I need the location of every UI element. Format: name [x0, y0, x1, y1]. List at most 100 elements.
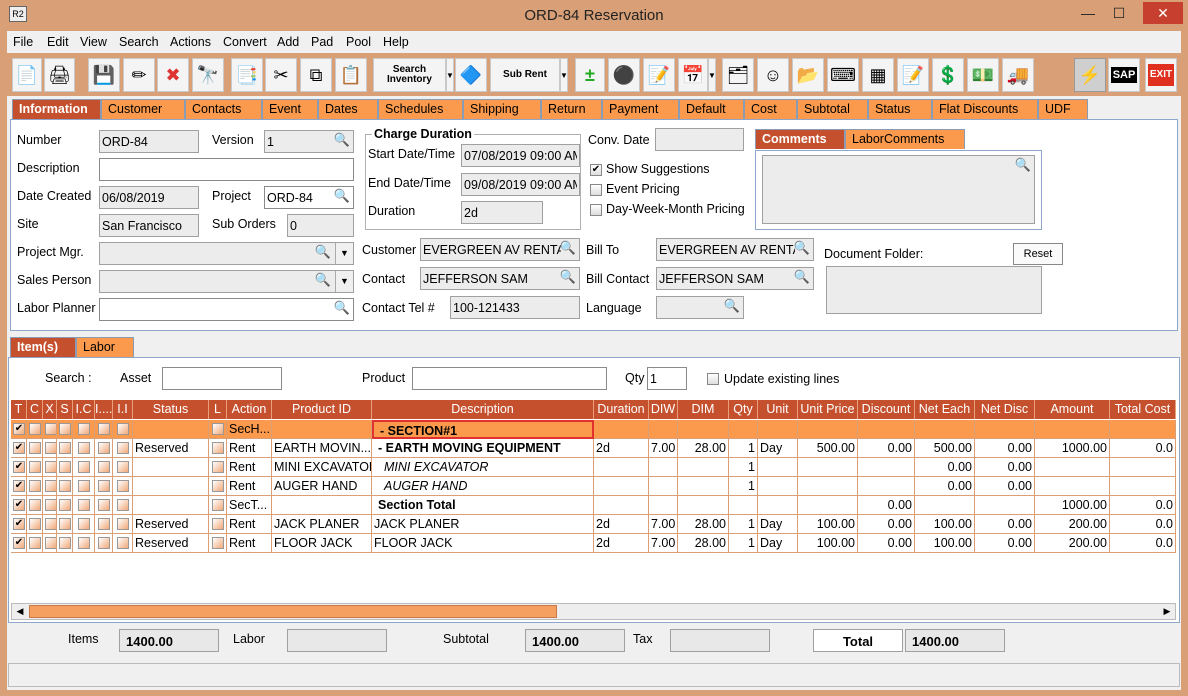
column-header-duration[interactable]: Duration: [594, 400, 649, 419]
money-arrows-button[interactable]: 💲: [932, 58, 964, 92]
tab-labor[interactable]: Labor: [76, 337, 134, 357]
search-inventory-dropdown-button[interactable]: ▼: [446, 58, 454, 92]
menu-help[interactable]: Help: [383, 35, 409, 49]
checkbox[interactable]: [116, 536, 129, 549]
cell-flag[interactable]: [113, 420, 133, 439]
tab-cost[interactable]: Cost: [744, 99, 797, 119]
chevron-down-icon[interactable]: ▼: [335, 271, 353, 292]
cell-flag[interactable]: ✔: [11, 420, 27, 439]
cell-flag[interactable]: [209, 477, 227, 496]
horizontal-scrollbar[interactable]: ◀ ▶: [11, 603, 1176, 620]
cell-flag[interactable]: [95, 515, 113, 534]
column-header-ii[interactable]: I.I: [113, 400, 133, 419]
paste-button[interactable]: 📋: [335, 58, 367, 92]
cell-flag[interactable]: [43, 496, 57, 515]
search-icon[interactable]: 🔍: [559, 269, 576, 284]
checkbox[interactable]: [116, 517, 129, 530]
cell-flag[interactable]: [209, 534, 227, 553]
cell-flag[interactable]: [113, 477, 133, 496]
folder-clock-button[interactable]: 📂: [792, 58, 824, 92]
copy-document-button[interactable]: 📑: [231, 58, 263, 92]
checkbox[interactable]: [29, 498, 41, 511]
table-row[interactable]: ✔ Rent MINI EXCAVATOR MINI EXCAVATOR 1 0.00 0.…: [11, 458, 1176, 477]
checkbox[interactable]: [29, 422, 41, 435]
tab-customer[interactable]: Customer: [101, 99, 185, 119]
menu-search[interactable]: Search: [119, 35, 159, 49]
checkbox-checked[interactable]: ✔: [13, 517, 25, 530]
cell-flag[interactable]: [27, 515, 43, 534]
tab-event[interactable]: Event: [262, 99, 318, 119]
cell-flag[interactable]: [27, 496, 43, 515]
checkbox[interactable]: [59, 441, 71, 454]
checkbox[interactable]: [45, 479, 56, 492]
checkbox[interactable]: [211, 479, 224, 492]
column-header-productid[interactable]: Product ID: [272, 400, 372, 419]
cell-flag[interactable]: [43, 515, 57, 534]
column-header-i[interactable]: I....: [95, 400, 113, 419]
checkbox[interactable]: [116, 479, 129, 492]
tab-information[interactable]: Information: [12, 99, 101, 119]
search-icon[interactable]: 🔍: [1014, 157, 1031, 172]
cell-flag[interactable]: [57, 515, 73, 534]
column-header-totalcost[interactable]: Total Cost: [1110, 400, 1176, 419]
checkbox[interactable]: [211, 422, 224, 435]
cell-flag[interactable]: [113, 515, 133, 534]
tab-contacts[interactable]: Contacts: [185, 99, 262, 119]
checkbox[interactable]: [29, 517, 41, 530]
bill-contact-field[interactable]: JEFFERSON SAM 🔍: [656, 267, 814, 290]
column-header-s[interactable]: S: [57, 400, 73, 419]
checkbox[interactable]: [59, 536, 71, 549]
checkbox[interactable]: [59, 498, 71, 511]
checkbox[interactable]: [77, 441, 90, 454]
reset-button[interactable]: Reset: [1013, 243, 1063, 265]
show-suggestions-checkbox[interactable]: ✔: [590, 164, 602, 176]
column-header-status[interactable]: Status: [133, 400, 209, 419]
checkbox[interactable]: [97, 498, 110, 511]
tab-comments[interactable]: Comments: [755, 129, 845, 149]
tab-laborcomments[interactable]: LaborComments: [845, 129, 965, 149]
start-date-time-field[interactable]: 07/08/2019 09:00 AM: [461, 144, 580, 167]
cell-flag[interactable]: [27, 439, 43, 458]
edit-doc-button[interactable]: 📝: [897, 58, 929, 92]
table-row[interactable]: ✔ Rent AUGER HAND AUGER HAND 1 0.00 0.00: [11, 477, 1176, 496]
column-header-l[interactable]: L: [209, 400, 227, 419]
sub-rent-button[interactable]: Sub Rent: [490, 58, 560, 92]
asset-input[interactable]: [162, 367, 282, 390]
cell-flag[interactable]: ✔: [11, 439, 27, 458]
date-created-field[interactable]: 06/08/2019: [99, 186, 199, 209]
search-icon[interactable]: 🔍: [314, 272, 331, 287]
cell-flag[interactable]: [113, 458, 133, 477]
cell-flag[interactable]: [27, 458, 43, 477]
shapes-button[interactable]: 🔷: [455, 58, 487, 92]
menu-convert[interactable]: Convert: [223, 35, 267, 49]
checkbox[interactable]: [77, 498, 90, 511]
menu-edit[interactable]: Edit: [47, 35, 69, 49]
column-header-t[interactable]: T: [11, 400, 27, 419]
site-field[interactable]: San Francisco: [99, 214, 199, 237]
truck-button[interactable]: 🚚: [1002, 58, 1034, 92]
bill-to-field[interactable]: EVERGREEN AV RENTALS🔍: [656, 238, 814, 261]
tab-status[interactable]: Status: [868, 99, 932, 119]
product-input[interactable]: [412, 367, 607, 390]
checkbox-checked[interactable]: ✔: [13, 422, 25, 435]
table-row[interactable]: ✔ SecH... - SECTION#1: [11, 420, 1176, 439]
column-header-c[interactable]: C: [27, 400, 43, 419]
column-header-neteach[interactable]: Net Each: [915, 400, 975, 419]
search-icon[interactable]: 🔍: [793, 269, 810, 284]
column-header-amount[interactable]: Amount: [1035, 400, 1110, 419]
delete-button[interactable]: ✖: [157, 58, 189, 92]
tab-default[interactable]: Default: [679, 99, 744, 119]
checkbox[interactable]: [77, 536, 90, 549]
column-header-action[interactable]: Action: [227, 400, 272, 419]
checkbox[interactable]: [77, 479, 90, 492]
cell-flag[interactable]: [57, 458, 73, 477]
lightning-button[interactable]: ⚡: [1074, 58, 1106, 92]
tab-return[interactable]: Return: [541, 99, 602, 119]
cell-flag[interactable]: [209, 420, 227, 439]
cell-flag[interactable]: [95, 496, 113, 515]
cell-flag[interactable]: [57, 439, 73, 458]
sales-person-field[interactable]: 🔍 ▼: [99, 270, 354, 293]
number-field[interactable]: ORD-84: [99, 130, 199, 153]
menu-pool[interactable]: Pool: [346, 35, 372, 49]
cell-flag[interactable]: [73, 420, 95, 439]
